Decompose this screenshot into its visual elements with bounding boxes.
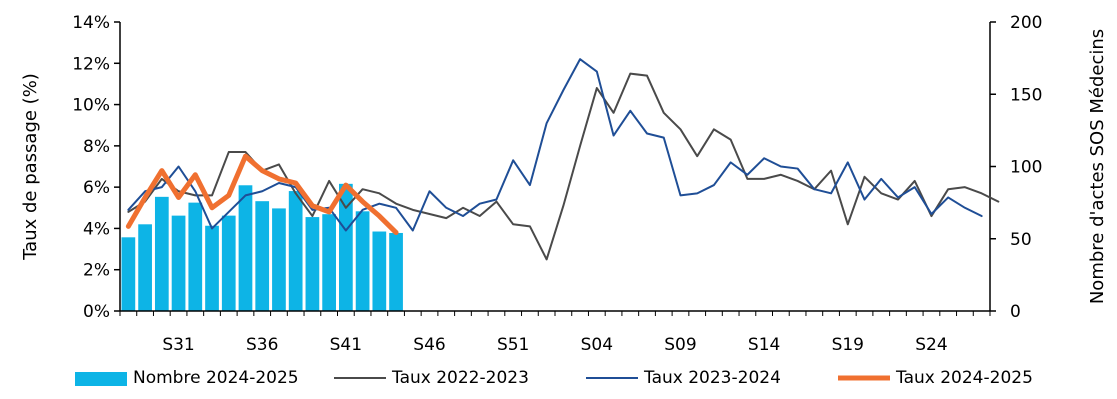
y-left-tick-label: 12% (72, 54, 110, 74)
bar-nombre-2024-2025 (205, 225, 219, 311)
bar-nombre-2024-2025 (255, 201, 270, 311)
bar-nombre-2024-2025 (355, 211, 370, 311)
bar-nombre-2024-2025 (238, 185, 253, 311)
legend-label: Nombre 2024-2025 (133, 368, 299, 388)
x-tick-label: S24 (915, 335, 947, 355)
legend-swatch-bar (75, 372, 127, 386)
x-tick-label: S09 (664, 335, 696, 355)
bar-nombre-2024-2025 (389, 232, 403, 311)
bar-nombre-2024-2025 (138, 224, 152, 311)
series-line-taux-2023-2024 (127, 58, 983, 232)
legend-label: Taux 2023-2024 (643, 368, 781, 388)
y-left-tick-label: 8% (83, 137, 110, 157)
y-left-tick-label: 14% (72, 13, 110, 33)
legend-item-taux-2022-2023: Taux 2022-2023 (334, 368, 529, 388)
x-tick-label: S14 (748, 335, 780, 355)
y-left-tick-label: 10% (72, 96, 110, 116)
x-tick-label: S31 (162, 335, 194, 355)
y-right-tick-label: 200 (1010, 13, 1042, 33)
bar-nombre-2024-2025 (188, 202, 203, 312)
y-right-tick-label: 150 (1010, 85, 1042, 105)
legend-item-nombre-2024-2025: Nombre 2024-2025 (75, 368, 299, 388)
legend-item-taux-2024-2025: Taux 2024-2025 (838, 368, 1033, 388)
bar-nombre-2024-2025 (171, 215, 186, 311)
legend-label: Taux 2022-2023 (391, 368, 529, 388)
legend-label: Taux 2024-2025 (895, 368, 1033, 388)
bar-nombre-2024-2025 (272, 208, 286, 311)
y-left-tick-label: 2% (83, 261, 110, 281)
y-right-tick-label: 0 (1010, 302, 1021, 322)
bar-nombre-2024-2025 (372, 231, 387, 311)
bar-nombre-2024-2025 (339, 183, 353, 311)
x-tick-label: S19 (832, 335, 864, 355)
y-left-axis-title: Taux de passage (%) (20, 73, 41, 261)
bars-layer (121, 183, 403, 312)
x-tick-label: S46 (413, 335, 445, 355)
x-tick-label: S41 (330, 335, 362, 355)
series-line-taux-2022-2023 (127, 72, 1000, 261)
bar-nombre-2024-2025 (154, 196, 169, 311)
bar-nombre-2024-2025 (288, 191, 303, 311)
axes-layer: 0% 2% 4% 6% 8% 10% 12% 14% 0 50 100 150 200 S31 S36 S41… (20, 13, 1108, 355)
y-right-axis-title: Nombre d'actes SOS Médecins (1087, 29, 1108, 304)
x-tick-label: S04 (581, 335, 613, 355)
bar-nombre-2024-2025 (322, 214, 336, 311)
y-left-tick-label: 6% (83, 178, 110, 198)
bar-nombre-2024-2025 (121, 237, 136, 311)
y-right-tick-label: 100 (1010, 158, 1042, 178)
series-line-taux-2024-2025 (125, 153, 399, 236)
x-tick-label: S51 (497, 335, 529, 355)
legend-item-taux-2023-2024: Taux 2023-2024 (586, 368, 781, 388)
y-left-tick-label: 0% (83, 302, 110, 322)
bar-nombre-2024-2025 (221, 215, 236, 311)
bar-nombre-2024-2025 (305, 217, 320, 311)
x-tick-label: S36 (246, 335, 278, 355)
y-right-tick-label: 50 (1010, 230, 1032, 250)
y-left-tick-label: 4% (83, 219, 110, 239)
legend-layer: Nombre 2024-2025 Taux 2022-2023 Taux 2023-… (75, 368, 1033, 388)
lines-layer (125, 58, 1000, 261)
